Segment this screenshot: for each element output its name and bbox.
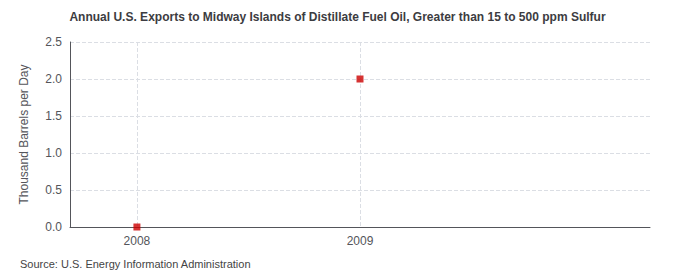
svg-text:0.5: 0.5: [45, 183, 62, 197]
svg-text:Thousand Barrels per Day: Thousand Barrels per Day: [17, 64, 31, 204]
svg-text:2008: 2008: [124, 234, 151, 248]
svg-text:0.0: 0.0: [45, 220, 62, 234]
svg-text:1.0: 1.0: [45, 146, 62, 160]
svg-text:1.5: 1.5: [45, 109, 62, 123]
svg-text:Source: U.S. Energy Informatio: Source: U.S. Energy Information Administ…: [20, 258, 251, 270]
svg-text:2009: 2009: [347, 234, 374, 248]
svg-text:Annual U.S. Exports to Midway: Annual U.S. Exports to Midway Islands of…: [69, 10, 605, 24]
svg-text:2.0: 2.0: [45, 72, 62, 86]
svg-text:2.5: 2.5: [45, 35, 62, 49]
